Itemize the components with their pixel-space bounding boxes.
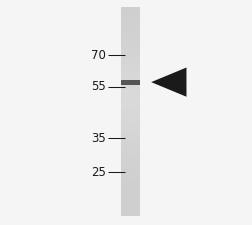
Bar [121, 42, 140, 45]
Text: 55: 55 [91, 80, 106, 93]
Bar [121, 209, 140, 212]
Bar [121, 143, 140, 146]
Bar [121, 150, 140, 153]
Bar [121, 70, 140, 73]
Bar [121, 122, 140, 125]
Bar [121, 192, 140, 195]
Bar [121, 17, 140, 21]
Bar [121, 21, 140, 24]
Bar [121, 171, 140, 174]
Bar [121, 14, 140, 17]
Bar [121, 90, 140, 94]
Text: 70: 70 [91, 49, 106, 62]
Bar [121, 56, 140, 59]
Bar [121, 66, 140, 70]
Bar [121, 10, 140, 14]
Polygon shape [151, 68, 186, 97]
Text: 25: 25 [91, 166, 106, 179]
Bar [121, 184, 140, 188]
Bar [121, 83, 140, 87]
Bar [121, 59, 140, 63]
Bar [121, 146, 140, 150]
Bar [121, 212, 140, 216]
Bar [121, 188, 140, 192]
Text: 35: 35 [91, 132, 106, 145]
Bar [121, 181, 140, 184]
Bar [121, 157, 140, 160]
Bar [121, 132, 140, 136]
Bar [121, 24, 140, 28]
Bar [121, 63, 140, 66]
Bar [121, 178, 140, 181]
Bar [121, 164, 140, 167]
Bar [121, 118, 140, 122]
Bar [121, 104, 140, 108]
Bar [121, 49, 140, 52]
Bar [121, 108, 140, 111]
Bar [121, 38, 140, 42]
Bar [121, 125, 140, 129]
Bar [121, 73, 140, 76]
Bar [121, 94, 140, 97]
Bar [121, 199, 140, 202]
Bar [121, 7, 140, 10]
Bar [121, 97, 140, 101]
Bar [121, 76, 140, 80]
Bar [121, 174, 140, 178]
Bar [121, 136, 140, 139]
Bar [121, 115, 140, 118]
Bar [121, 160, 140, 164]
Bar [121, 202, 140, 206]
Bar [121, 206, 140, 209]
Bar [121, 80, 140, 83]
Bar [121, 35, 140, 38]
Bar [121, 28, 140, 31]
Bar [121, 195, 140, 199]
Bar [121, 153, 140, 157]
Bar [121, 167, 140, 171]
Bar [121, 139, 140, 143]
Bar [121, 101, 140, 104]
Bar [121, 87, 140, 90]
Bar [121, 31, 140, 35]
Bar [121, 52, 140, 56]
Bar [121, 80, 140, 85]
Bar [121, 129, 140, 132]
Bar [121, 111, 140, 115]
Bar [121, 45, 140, 49]
